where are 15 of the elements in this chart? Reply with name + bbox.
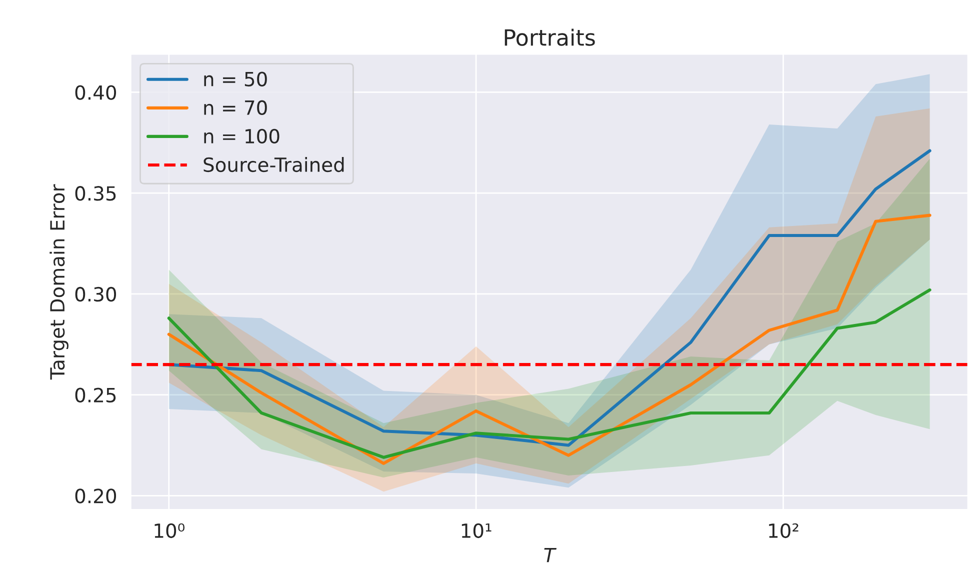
x-tick-label: 10² bbox=[769, 523, 798, 538]
legend-label: n = 70 bbox=[204, 100, 267, 116]
x-tick-label: 10¹ bbox=[462, 523, 492, 538]
chart-title: Portraits bbox=[504, 28, 595, 46]
y-axis-title: Target Domain Error bbox=[50, 184, 68, 380]
x-axis-title: T bbox=[544, 548, 557, 562]
y-tick-label: 0.35 bbox=[75, 186, 116, 201]
y-tick-label: 0.40 bbox=[75, 85, 116, 100]
y-tick-label: 0.25 bbox=[75, 388, 116, 402]
legend-label: n = 100 bbox=[204, 128, 280, 144]
legend-label: n = 50 bbox=[204, 72, 267, 86]
y-tick-label: 0.20 bbox=[75, 488, 116, 504]
x-tick-label: 10⁰ bbox=[154, 523, 184, 538]
legend-label: Source-Trained bbox=[204, 157, 344, 172]
y-tick-label: 0.30 bbox=[75, 286, 116, 302]
